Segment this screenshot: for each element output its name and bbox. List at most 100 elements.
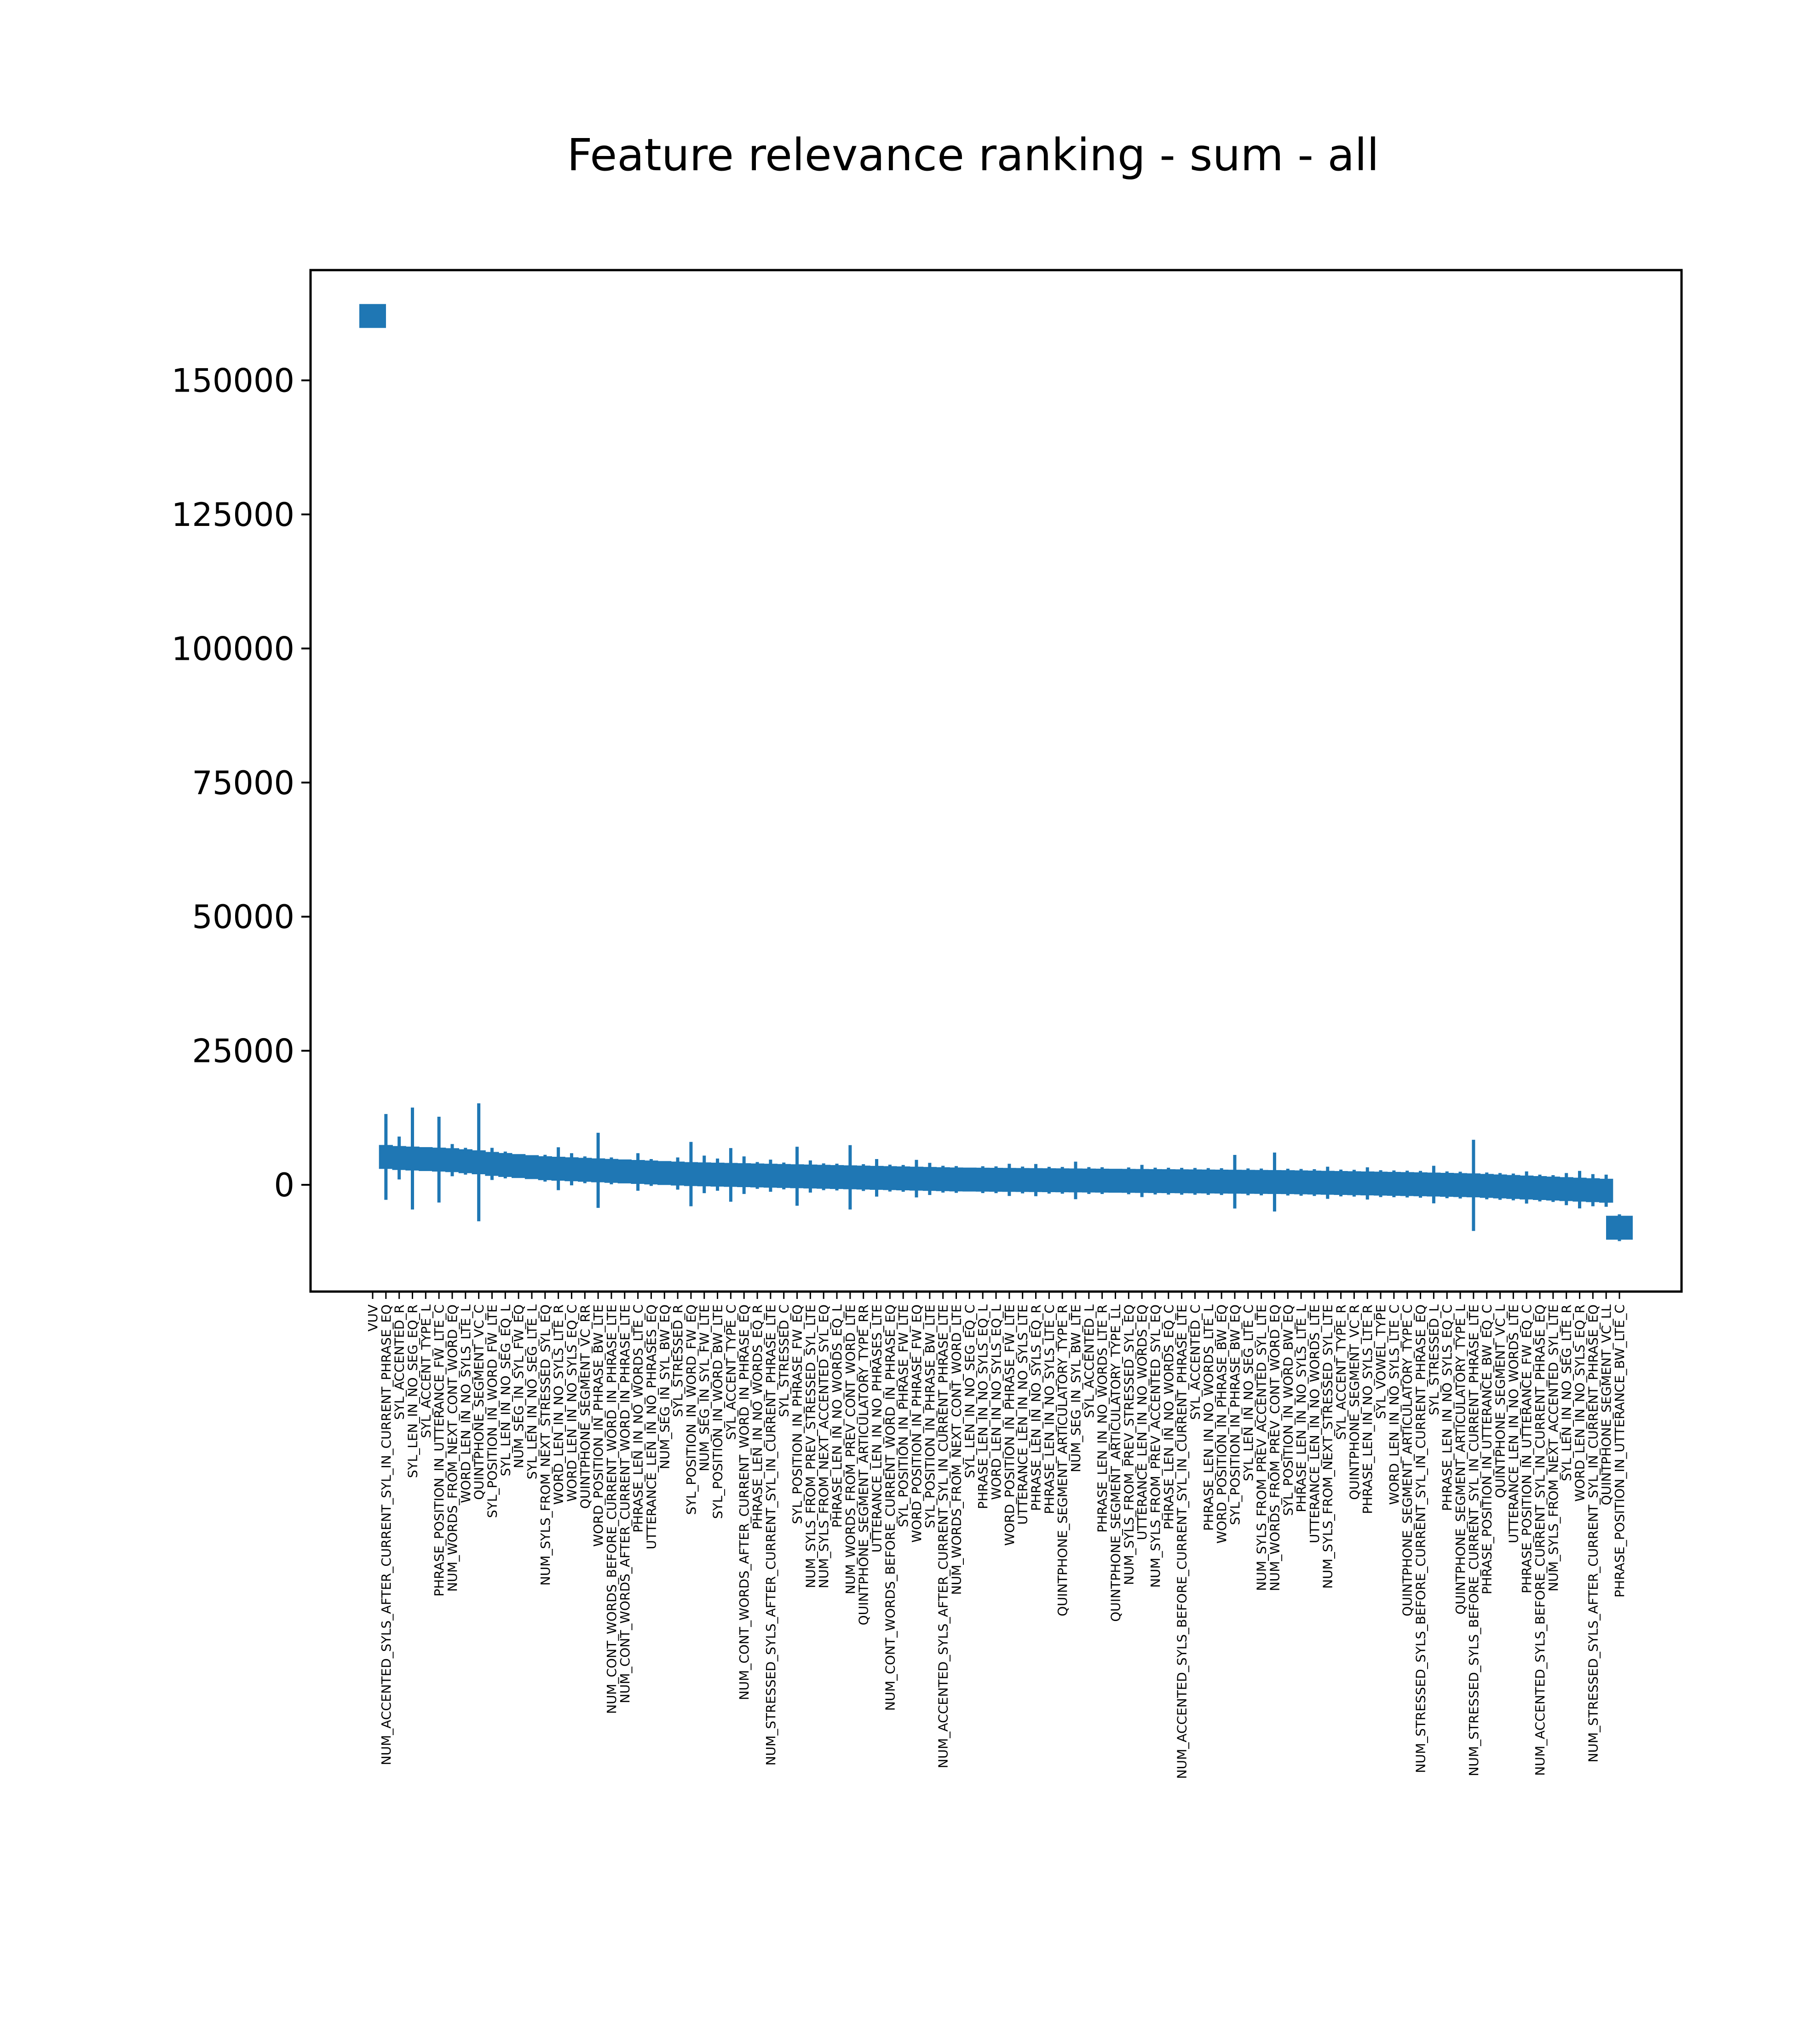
xtick-label: PHRASE_LEN_IN_NO_WORDS_EQ_R	[750, 1304, 765, 1529]
xtick-label: WORD_LEN_IN_NO_SYLS_EQ_C	[564, 1304, 579, 1502]
xtick-label: SYL_ACCENTED_C	[1187, 1304, 1203, 1420]
xtick-label: QUINTPHONE_SEGMENT_VC_RR	[577, 1304, 593, 1509]
xtick-label: SYL_ACCENT_TYPE_C	[723, 1304, 738, 1440]
xtick-label: SYL_POSITION_IN_WORD_FW_LTE	[484, 1304, 500, 1518]
xtick-label: WORD_LEN_IN_NO_SYLS_LTE_C	[1387, 1304, 1402, 1505]
xtick-label: PHRASE_LEN_IN_NO_SYLS_LTE_C	[1042, 1304, 1057, 1514]
xtick-label: PHRASE_LEN_IN_NO_WORDS_LTE_L	[1201, 1304, 1216, 1531]
y-axis: 0 25000 50000 75000 100000 125000 150000	[172, 362, 311, 1204]
xtick-label: VUV	[365, 1304, 380, 1332]
xtick-label: WORD_POSITION_IN_PHRASE_BW_LTE	[591, 1304, 606, 1547]
ytick-label: 150000	[172, 362, 294, 400]
xtick-label: NUM_ACCENTED_SYLS_BEFORE_CURRENT_SYL_IN_…	[1532, 1304, 1548, 1776]
xtick-label: SYL_ACCENTED_R	[392, 1304, 407, 1420]
ytick-label: 100000	[172, 630, 294, 668]
xtick-label: NUM_CONT_WORDS_BEFORE_CURRENT_WORD_IN_PH…	[604, 1304, 619, 1714]
xtick-label: WORD_LEN_IN_NO_SYLS_EQ_R	[1572, 1304, 1588, 1502]
xtick-label: UTTERANCE_LEN_IN_NO_WORDS_LTE	[1506, 1304, 1521, 1543]
xtick-label: UTTERANCE_LEN_IN_NO_WORDS_LTE	[1307, 1304, 1322, 1543]
xtick-label: QUINTPHONE_SEGMENT_VC_LL	[1599, 1304, 1614, 1506]
xtick-label: PHRASE_POSITION_IN_UTTERANCE_BW_LTE_C	[1612, 1304, 1627, 1598]
xtick-label: NUM_SYLS_FROM_NEXT_ACCENTED_SYL_LTE	[1546, 1304, 1561, 1592]
plot-frame	[309, 269, 1683, 1293]
xtick-label: NUM_ACCENTED_SYLS_AFTER_CURRENT_SYL_IN_C…	[936, 1304, 951, 1768]
xtick-label: QUINTPHONE_SEGMENT_ARTICULATORY_TYPE_LL	[1108, 1304, 1123, 1622]
xtick-label: SYL_STRESSED_R	[670, 1304, 685, 1417]
plot-errors	[384, 1103, 1621, 1241]
chart-title: Feature relevance ranking - sum - all	[567, 129, 1379, 181]
xtick-label: SYL_POSITION_IN_PHRASE_FW_EQ	[790, 1304, 805, 1524]
bar-mark	[359, 304, 386, 328]
xtick-label: NUM_STRESSED_SYLS_BEFORE_CURRENT_SYL_IN_…	[1413, 1304, 1428, 1773]
xtick-label: PHRASE_LEN_IN_NO_SYLS_LTE_L	[1294, 1304, 1309, 1512]
xtick-label: QUINTPHONE_SEGMENT_ARTICULATORY_TYPE_C	[1400, 1304, 1415, 1616]
xtick-label: QUINTPHONE_SEGMENT_VC_C	[472, 1304, 487, 1500]
xtick-label: SYL_POSITION_IN_WORD_FW_EQ	[684, 1304, 699, 1515]
xtick-label: WORD_LEN_IN_NO_SYLS_EQ_L	[989, 1304, 1004, 1500]
xtick-label: NUM_WORDS_FROM_PREV_CONT_WORD_LTE	[843, 1304, 858, 1594]
xtick-label: WORD_LEN_IN_NO_SYLS_LTE_L	[458, 1304, 473, 1503]
xtick-label: NUM_SYLS_FROM_NEXT_STRESSED_SYL_LTE	[1320, 1304, 1336, 1589]
xtick-label: QUINTPHONE_SEGMENT_VC_R	[1347, 1304, 1362, 1500]
xtick-label: NUM_WORDS_FROM_NEXT_CONT_WORD_EQ	[445, 1304, 460, 1592]
xtick-label: SYL_STRESSED_C	[777, 1304, 792, 1417]
xtick-label: QUINTPHONE_SEGMENT_ARTICULATORY_TYPE_R	[1055, 1304, 1070, 1616]
xtick-label: SYL_ACCENT_TYPE_L	[418, 1304, 433, 1438]
xtick-label: PHRASE_LEN_IN_NO_SYLS_EQ_R	[1028, 1304, 1043, 1511]
xtick-label: WORD_LEN_IN_NO_SYLS_LTE_R	[551, 1304, 566, 1505]
xtick-label: PHRASE_LEN_IN_NO_SYLS_LTE_R	[1360, 1304, 1375, 1514]
xtick-label: SYL_STRESSED_L	[1426, 1304, 1441, 1415]
xtick-label: QUINTPHONE_SEGMENT_VC_L	[1493, 1304, 1508, 1498]
xtick-label: NUM_STRESSED_SYLS_AFTER_CURRENT_SYL_IN_C…	[763, 1304, 778, 1765]
xtick-label: NUM_STRESSED_SYLS_AFTER_CURRENT_SYL_IN_C…	[1585, 1304, 1601, 1762]
xtick-label: SYL_LEN_IN_NO_SEG_LTE_R	[1559, 1304, 1574, 1481]
xtick-label: SYL_LEN_IN_NO_SEG_LTE_L	[524, 1304, 540, 1480]
xtick-label: NUM_STRESSED_SYLS_BEFORE_CURRENT_SYL_IN_…	[1466, 1304, 1481, 1776]
xtick-label: NUM_SYLS_FROM_PREV_ACCENTED_SYL_LTE	[1254, 1304, 1269, 1591]
xtick-label: NUM_SEG_IN_SYL_FW_EQ	[511, 1304, 526, 1468]
xtick-label: SYL_ACCENT_TYPE_R	[1334, 1304, 1349, 1440]
xtick-label: QUINTPHONE_SEGMENT_ARTICULATORY_TYPE_L	[1453, 1304, 1468, 1615]
xtick-label: SYL_VOWEL_TYPE	[1373, 1304, 1388, 1419]
xtick-label: PHRASE_LEN_IN_NO_WORDS_EQ_L	[829, 1304, 845, 1528]
ytick-label: 75000	[192, 764, 294, 802]
xtick-label: NUM_SYLS_FROM_NEXT_ACCENTED_SYL_EQ	[816, 1304, 831, 1588]
xtick-label: PHRASE_LEN_IN_NO_WORDS_LTE_C	[631, 1304, 646, 1533]
xtick-label: SYL_POSITION_IN_WORD_BW_EQ	[1280, 1304, 1296, 1516]
xtick-label: NUM_SYLS_FROM_PREV_STRESSED_SYL_LTE	[803, 1304, 818, 1588]
xtick-label: WORD_POSITION_IN_PHRASE_FW_LTE	[1002, 1304, 1017, 1546]
xtick-label: SYL_LEN_IN_NO_SEG_LTE_C	[1241, 1304, 1256, 1481]
xtick-label: PHRASE_LEN_IN_NO_SYLS_EQ_C	[1440, 1304, 1455, 1511]
xtick-label: SYL_POSITION_IN_PHRASE_BW_LTE	[922, 1304, 938, 1528]
plot-bars	[359, 304, 1633, 1240]
xtick-label: NUM_SEG_IN_SYL_FW_LTE	[697, 1304, 712, 1471]
xtick-label: SYL_POSITION_IN_WORD_BW_LTE	[710, 1304, 726, 1519]
xtick-label: NUM_WORDS_FROM_PREV_CONT_WORD_EQ	[1267, 1304, 1282, 1591]
xtick-label: UTTERANCE_LEN_IN_NO_WORDS_EQ	[1135, 1304, 1150, 1540]
xtick-label: PHRASE_POSITION_IN_UTTERANCE_BW_EQ_C	[1480, 1304, 1495, 1594]
xtick-label: UTTERANCE_LEN_IN_NO_PHRASES_LTE	[870, 1304, 885, 1552]
xtick-label: NUM_WORDS_FROM_NEXT_CONT_WORD_LTE	[949, 1304, 964, 1595]
xtick-label: SYL_POSITION_IN_PHRASE_FW_LTE	[896, 1304, 911, 1527]
xtick-label: WORD_POSITION_IN_PHRASE_FW_EQ	[909, 1304, 924, 1543]
ytick-label: 50000	[192, 898, 294, 936]
xtick-label: PHRASE_LEN_IN_NO_WORDS_EQ_C	[1161, 1304, 1176, 1529]
xtick-label: NUM_CONT_WORDS_BEFORE_CURRENT_WORD_IN_PH…	[882, 1304, 898, 1711]
xtick-label: SYL_LEN_IN_NO_SEG_EQ_R	[405, 1304, 420, 1478]
x-axis: VUVNUM_ACCENTED_SYLS_AFTER_CURRENT_SYL_I…	[365, 1292, 1627, 1779]
ytick-label: 125000	[172, 496, 294, 534]
xtick-label: UTTERANCE_LEN_IN_NO_SYLS_LTE	[1015, 1304, 1031, 1525]
xtick-label: SYL_LEN_IN_NO_SEG_EQ_C	[962, 1304, 977, 1478]
xtick-label: NUM_SYLS_FROM_PREV_ACCENTED_SYL_EQ	[1148, 1304, 1163, 1588]
xtick-label: WORD_POSITION_IN_PHRASE_BW_EQ	[1214, 1304, 1229, 1544]
xtick-label: QUINTPHONE_SEGMENT_ARTICULATORY_TYPE_RR	[856, 1304, 871, 1625]
ytick-label: 0	[274, 1166, 294, 1204]
xtick-label: NUM_SYLS_FROM_PREV_STRESSED_SYL_EQ	[1121, 1304, 1136, 1585]
xtick-label: PHRASE_LEN_IN_NO_WORDS_LTE_R	[1095, 1304, 1110, 1533]
xtick-label: SYL_LEN_IN_NO_SEG_EQ_L	[498, 1304, 513, 1477]
xtick-label: PHRASE_POSITION_IN_UTTERANCE_FW_EQ_C	[1519, 1304, 1534, 1593]
xtick-label: NUM_ACCENTED_SYLS_AFTER_CURRENT_SYL_IN_C…	[379, 1304, 394, 1765]
xtick-label: PHRASE_LEN_IN_NO_SYLS_EQ_L	[975, 1304, 991, 1509]
xtick-label: NUM_CONT_WORDS_AFTER_CURRENT_WORD_IN_PHR…	[617, 1304, 633, 1703]
